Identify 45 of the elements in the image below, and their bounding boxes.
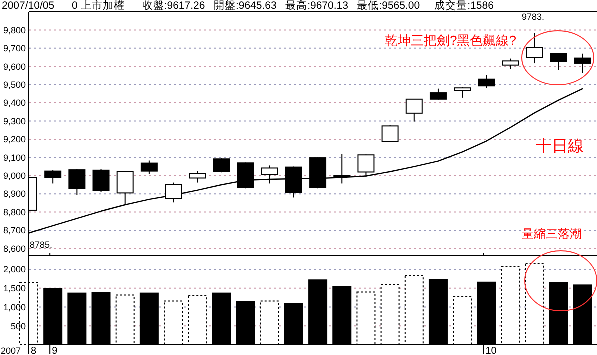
candlestick [406,98,423,122]
series-label: 十日線 [536,137,584,156]
candlestick [574,53,592,74]
y-tick-label: 9,000 [3,171,26,182]
y-tick-label: 9,300 [3,116,26,126]
x-axis-title: 2007 [1,346,22,355]
candlestick [116,170,134,205]
annotation: 乾坤三把劍?黑色飆線? [385,33,516,48]
y-tick-label: 8,900 [3,189,26,200]
x-tick-label: 8 [31,346,38,355]
candlestick [140,160,158,175]
candlestick [430,88,447,100]
annotation: 量縮三落潮 [522,227,582,241]
y-tick-label: 9,200 [3,134,26,145]
y-tick-label: 1,000 [3,302,26,312]
candlestick [261,165,278,184]
y-tick-label: 8,800 [3,207,26,218]
x-tick-label: 9 [52,346,58,355]
candlestick [358,154,375,178]
y-tick-label: 2,000 [3,264,26,275]
annotation: 9783. [522,12,545,22]
candlestick [454,87,472,98]
y-tick-label: 500 [10,321,26,332]
chart-title: 2007/10/05 0 上市加權 收盤:9617.26 開盤:9645.63 最高:9670.13 最低:9565.00 成交量:1586 [2,0,494,12]
x-tick-label: 10 [486,346,498,355]
candlestick [526,32,544,64]
y-tick-label: 9,600 [3,62,26,72]
candlestick [44,170,62,184]
candlestick [478,74,496,89]
y-tick-label: 9,100 [3,152,26,163]
y-tick-label: 9,400 [3,98,26,108]
annotation: 8785. [30,240,53,250]
candlestick [213,158,230,174]
candlestick [334,154,351,184]
y-tick-label: 9,700 [3,44,26,54]
y-tick-label: 8,700 [3,226,26,236]
candlestick [502,58,520,70]
candlestick [189,170,206,184]
candlestick [550,53,568,71]
candlestick [68,169,86,196]
y-tick-label: 8,600 [3,244,26,254]
y-tick-label: 9,500 [3,80,26,90]
candlestick [165,182,182,204]
y-tick-label: 9,800 [3,25,26,36]
candlestick [92,169,110,193]
